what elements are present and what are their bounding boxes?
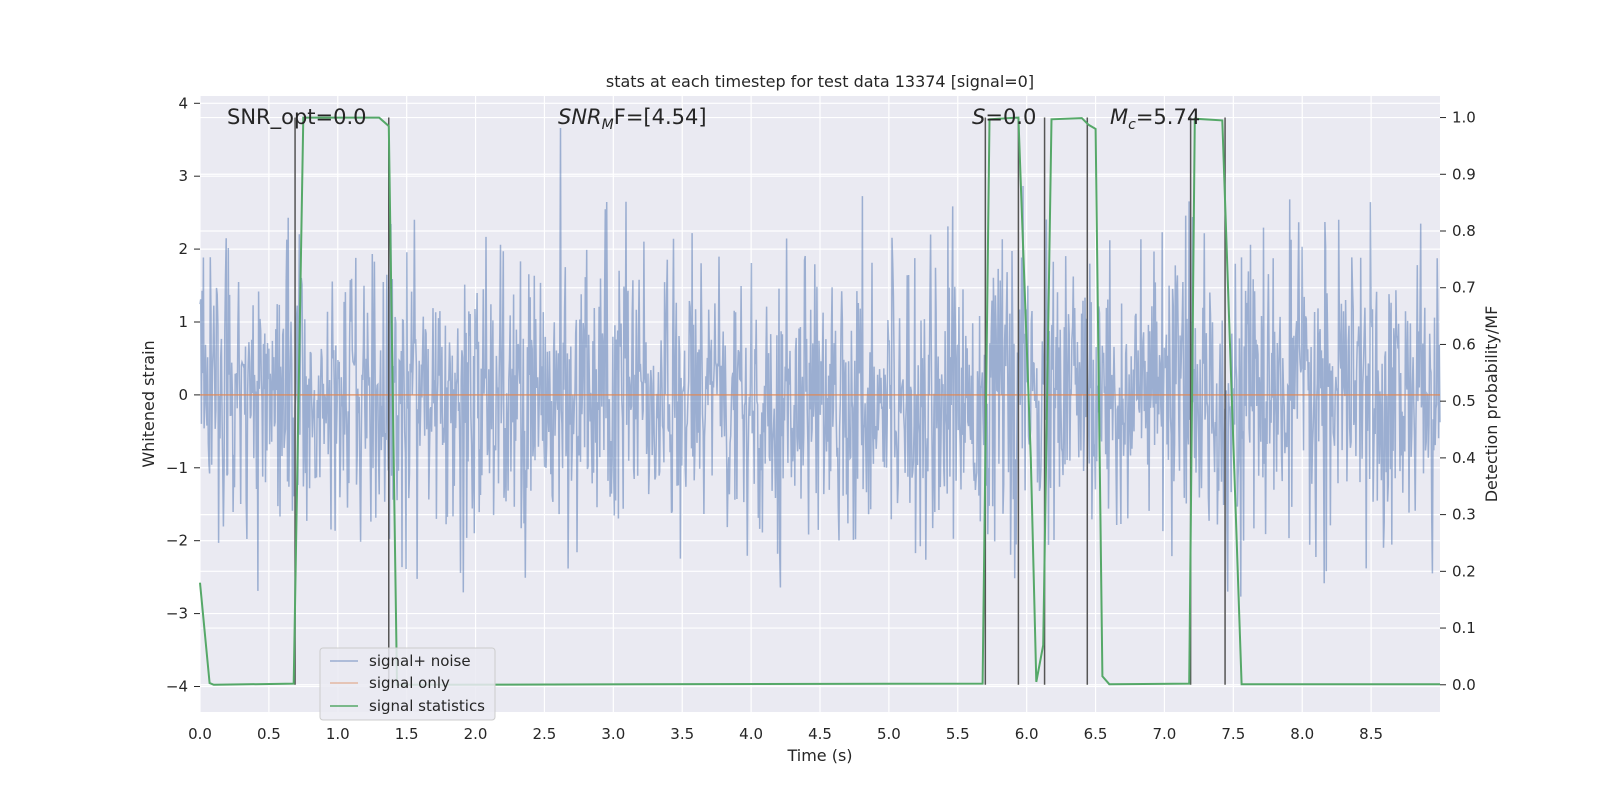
x-tick-label: 6.5 <box>1084 725 1108 743</box>
y2-axis-label: Detection probability/MF <box>1482 306 1501 503</box>
annotation-snr-mf: SNRMF=[4.54] <box>558 105 707 133</box>
y2-tick-label: 0.0 <box>1452 676 1476 694</box>
x-tick-label: 1.5 <box>395 725 419 743</box>
annotation-s-main: S <box>972 105 985 129</box>
legend-entry-signal-only: signal only <box>369 674 450 692</box>
y2-tick-label: 0.3 <box>1452 506 1476 524</box>
annotation-mc-sub: c <box>1128 117 1136 133</box>
y-tick-label: 0 <box>178 386 188 404</box>
y-tick-label: 4 <box>178 94 188 112</box>
y-tick-label: −4 <box>166 677 188 695</box>
x-tick-label: 6.0 <box>1015 725 1039 743</box>
y-axis-ticks: 4 3 2 1 0 −1 −2 −3 −4 <box>166 94 200 695</box>
legend: signal+ noise signal only signal statist… <box>319 647 496 721</box>
annotation-snr-mf-main: SNR <box>558 105 602 129</box>
annotation-snr-mf-rest: F=[4.54] <box>614 105 707 129</box>
y2-tick-label: 0.4 <box>1452 449 1476 467</box>
annotation-s-rest: =0.0 <box>985 105 1036 129</box>
y2-axis-ticks: 1.0 0.9 0.8 0.7 0.6 0.5 0.4 0.3 0.2 0.1 0.0 <box>1440 109 1476 694</box>
y2-tick-label: 0.1 <box>1452 619 1476 637</box>
series-signal-statistics <box>199 116 1440 686</box>
x-tick-label: 0.5 <box>257 725 281 743</box>
x-tick-label: 5.5 <box>946 725 970 743</box>
x-tick-label: 4.5 <box>808 725 832 743</box>
y-tick-label: −1 <box>166 459 188 477</box>
x-tick-label: 3.5 <box>670 725 694 743</box>
annotation-snr-mf-sub: M <box>602 117 614 133</box>
x-axis-label: Time (s) <box>786 746 852 765</box>
y-axis-label: Whitened strain <box>139 340 158 467</box>
legend-entry-signal-plus-noise: signal+ noise <box>369 652 471 670</box>
annotation-s: S=0.0 <box>972 105 1036 129</box>
x-tick-label: 2.5 <box>533 725 557 743</box>
signal-statistics-line <box>199 116 1440 686</box>
annotation-mc: Mc=5.74 <box>1110 105 1200 133</box>
legend-entry-signal-statistics: signal statistics <box>369 697 485 715</box>
legend-box <box>319 647 496 721</box>
y-tick-label: −3 <box>166 605 188 623</box>
x-tick-label: 2.0 <box>464 725 488 743</box>
x-tick-label: 7.5 <box>1221 725 1245 743</box>
x-tick-label: 8.5 <box>1359 725 1383 743</box>
chart-title: stats at each timestep for test data 133… <box>606 72 1034 91</box>
y2-tick-label: 0.2 <box>1452 562 1476 580</box>
x-tick-label: 0.0 <box>188 725 212 743</box>
y2-tick-label: 0.8 <box>1452 222 1476 240</box>
annotation-mc-main: M <box>1110 105 1128 129</box>
y2-tick-label: 0.9 <box>1452 165 1476 183</box>
x-tick-label: 5.0 <box>877 725 901 743</box>
y-tick-label: 3 <box>178 167 188 185</box>
y-tick-label: 1 <box>178 313 188 331</box>
y2-tick-label: 0.5 <box>1452 392 1476 410</box>
y2-tick-label: 0.7 <box>1452 279 1476 297</box>
y-tick-label: 2 <box>178 240 188 258</box>
x-tick-label: 8.0 <box>1290 725 1314 743</box>
annotation-snr-opt: SNR_opt=0.0 <box>227 105 367 130</box>
x-tick-label: 3.0 <box>601 725 625 743</box>
x-tick-label: 4.0 <box>739 725 763 743</box>
y2-tick-label: 1.0 <box>1452 109 1476 127</box>
x-tick-label: 1.0 <box>326 725 350 743</box>
y-tick-label: −2 <box>166 532 188 550</box>
x-axis-ticks: 0.0 0.5 1.0 1.5 2.0 2.5 3.0 3.5 4.0 4.5 5.0 5.5 6.0 6… <box>188 725 1383 743</box>
annotation-mc-rest: =5.74 <box>1136 105 1200 129</box>
x-tick-label: 7.0 <box>1153 725 1177 743</box>
y2-tick-label: 0.6 <box>1452 335 1476 353</box>
